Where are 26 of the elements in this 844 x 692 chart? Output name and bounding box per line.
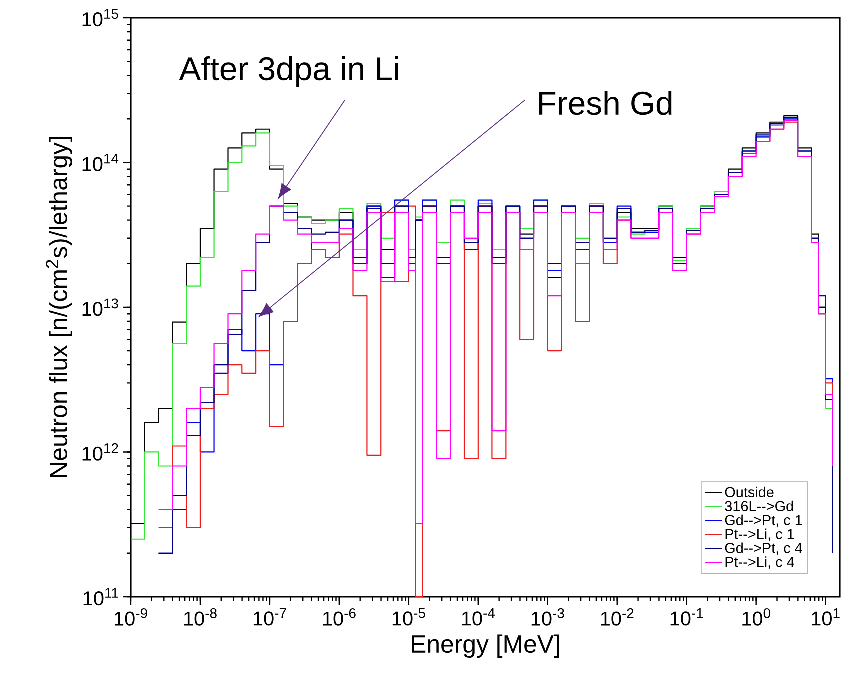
- x-tick-label: 10$^{-3}$: [532, 608, 564, 626]
- y-tick-label: 10$^{15}$: [82, 9, 118, 27]
- x-tick-label: 10$^{-7}$: [254, 608, 286, 626]
- x-tick-label: 10$^{-1}$: [670, 608, 704, 626]
- x-tick-label: 10$^{1}$: [812, 608, 840, 626]
- legend-label: Pt-->Li, c 4: [726, 556, 794, 569]
- y-tick-label: 10$^{12}$: [82, 444, 118, 461]
- y-tick-label: 10$^{13}$: [82, 298, 118, 316]
- legend-label: Gd-->Pt, c 4: [725, 542, 802, 556]
- x-tick-label: 10$^{0}$: [742, 608, 771, 626]
- legend-label: 316L-->Gd: [725, 500, 794, 512]
- annotation: After 3dpa in Li: [179, 56, 398, 88]
- y-tick-label: 10$^{14}$: [82, 154, 119, 172]
- x-tick-label: 10$^{-8}$: [184, 608, 217, 626]
- x-tick-label: 10$^{-2}$: [601, 608, 634, 626]
- y-tick-label: 10$^{11}$: [84, 588, 118, 606]
- legend-label: Outside: [725, 486, 774, 498]
- x-tick-label: 10$^{-5}$: [392, 608, 426, 626]
- legend-label: Gd-->Pt, c 1: [725, 514, 802, 528]
- legend-label: Pt-->Li, c 1: [726, 528, 794, 542]
- x-tick-label: 10$^{-9}$: [114, 608, 148, 626]
- x-tick-label: 10$^{-4}$: [462, 608, 496, 626]
- y-axis-title: Neutron flux [n/(cm$^{2}$s)/lethargy]: [46, 137, 72, 478]
- x-axis-title: Energy [MeV]: [412, 634, 560, 658]
- x-tick-label: 10$^{-6}$: [323, 608, 356, 626]
- annotation: Fresh Gd: [540, 91, 672, 116]
